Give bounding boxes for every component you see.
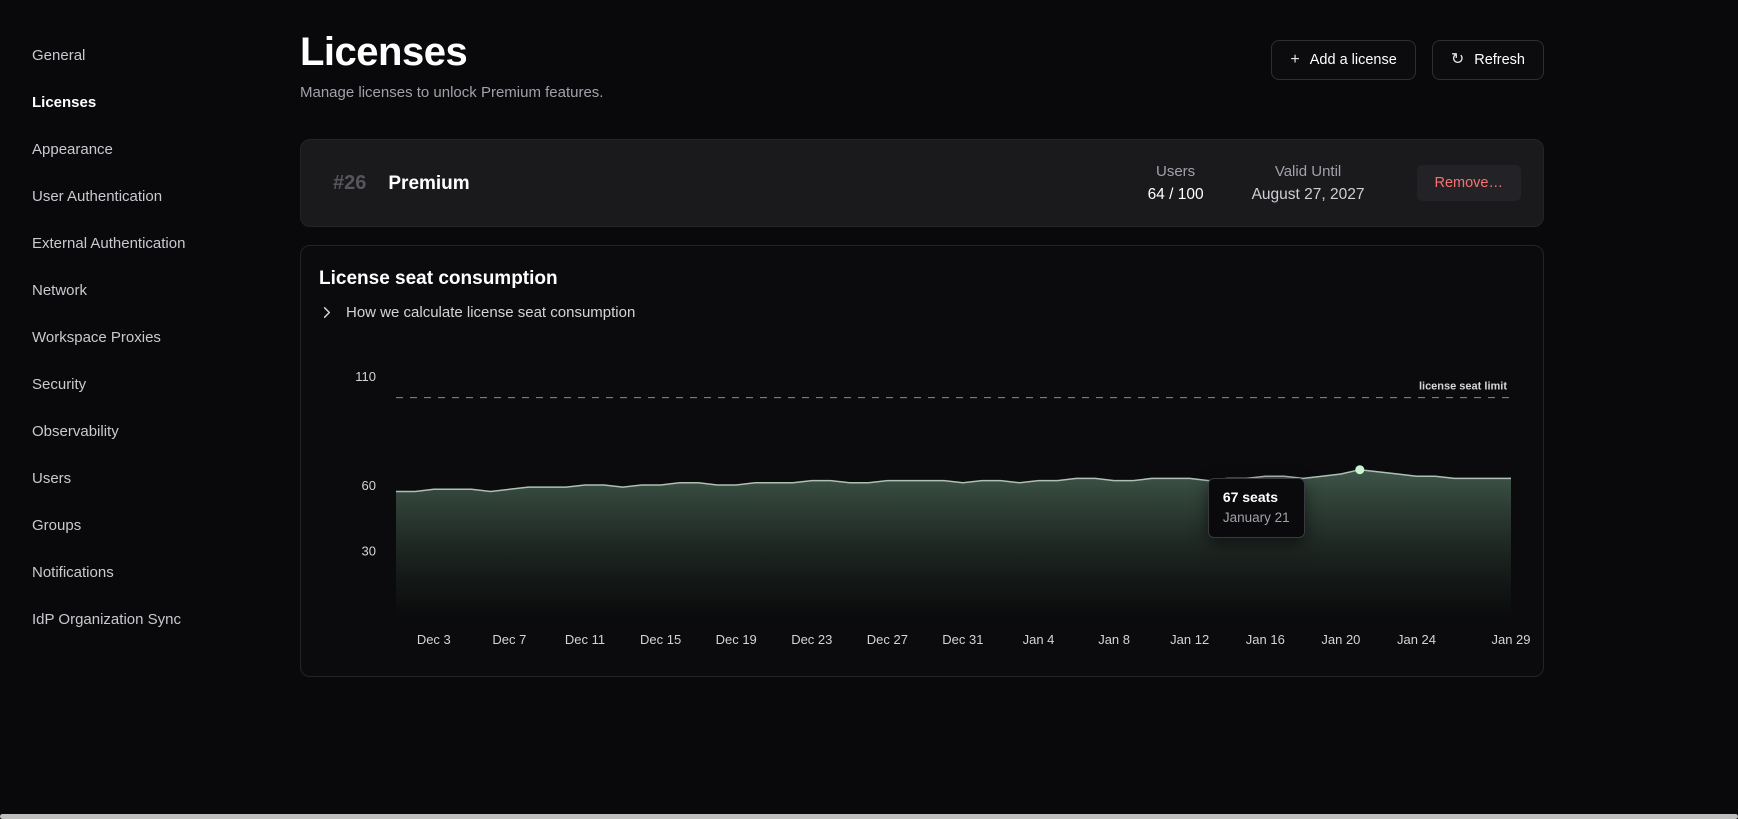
- svg-text:Jan 4: Jan 4: [1023, 632, 1055, 647]
- sidebar-item[interactable]: Workspace Proxies: [32, 329, 161, 346]
- valid-until-value: August 27, 2027: [1251, 185, 1365, 203]
- svg-text:Jan 29: Jan 29: [1491, 632, 1530, 647]
- seat-consumption-card: License seat consumption How we calculat…: [300, 245, 1544, 677]
- add-license-label: Add a license: [1309, 52, 1397, 68]
- refresh-button[interactable]: ↻ Refresh: [1431, 40, 1544, 80]
- valid-until-label: Valid Until: [1274, 162, 1342, 180]
- licenses-page: Licenses Manage licenses to unlock Premi…: [300, 0, 1544, 677]
- license-name: Premium: [388, 172, 470, 194]
- plus-icon: +: [1290, 51, 1300, 68]
- sidebar-item[interactable]: External Authentication: [32, 235, 186, 252]
- sidebar-item[interactable]: Licenses: [32, 94, 97, 111]
- svg-text:Dec 19: Dec 19: [716, 632, 757, 647]
- remove-license-button[interactable]: Remove…: [1416, 165, 1521, 201]
- license-id: #26: [333, 171, 367, 194]
- svg-text:Dec 7: Dec 7: [492, 632, 526, 647]
- sidebar-item[interactable]: Security: [32, 376, 87, 393]
- add-license-button[interactable]: + Add a license: [1271, 40, 1416, 80]
- users-value: 64 / 100: [1147, 185, 1204, 203]
- settings-sidebar: General Licenses Appearance User Authentica…: [0, 0, 300, 819]
- svg-text:Dec 15: Dec 15: [640, 632, 681, 647]
- header-actions: + Add a license ↻ Refresh: [1271, 40, 1544, 80]
- svg-text:Dec 31: Dec 31: [942, 632, 983, 647]
- svg-text:Jan 12: Jan 12: [1170, 632, 1209, 647]
- license-users-stat: Users 64 / 100: [1148, 163, 1204, 204]
- seat-calculation-label: How we calculate license seat consumptio…: [346, 304, 636, 321]
- horizontal-scrollbar[interactable]: [0, 814, 1738, 819]
- svg-text:Dec 27: Dec 27: [867, 632, 908, 647]
- chart-card-title: License seat consumption: [319, 268, 558, 289]
- chevron-right-icon: [319, 305, 334, 320]
- sidebar-item[interactable]: Appearance: [32, 141, 113, 158]
- users-label: Users: [1155, 162, 1196, 180]
- chart-area: license seat limit 110 60 30 Dec 3 Dec 7 Dec 1…: [301, 331, 1543, 666]
- svg-text:60: 60: [362, 478, 376, 493]
- page-subtitle: Manage licenses to unlock Premium featur…: [300, 84, 604, 101]
- svg-text:Jan 16: Jan 16: [1246, 632, 1285, 647]
- sidebar-item[interactable]: Notifications: [32, 564, 114, 581]
- page-title: Licenses: [300, 30, 468, 74]
- svg-text:Dec 3: Dec 3: [417, 632, 451, 647]
- svg-text:Dec 23: Dec 23: [791, 632, 832, 647]
- sidebar-item[interactable]: Users: [32, 470, 72, 487]
- license-identity: #26 Premium: [333, 172, 470, 195]
- license-valid-stat: Valid Until August 27, 2027: [1252, 163, 1365, 204]
- sidebar-item[interactable]: User Authentication: [32, 188, 163, 205]
- refresh-label: Refresh: [1474, 52, 1525, 68]
- sidebar-item[interactable]: General: [32, 47, 86, 64]
- svg-text:Jan 24: Jan 24: [1397, 632, 1436, 647]
- svg-text:license seat limit: license seat limit: [1419, 381, 1507, 393]
- page-header-text: Licenses Manage licenses to unlock Premi…: [300, 30, 603, 101]
- seat-consumption-chart: license seat limit 110 60 30 Dec 3 Dec 7 Dec 1…: [355, 369, 1530, 647]
- sidebar-item[interactable]: Observability: [32, 423, 119, 440]
- svg-text:Dec 11: Dec 11: [565, 632, 605, 647]
- svg-text:110: 110: [355, 369, 376, 384]
- sidebar-item[interactable]: Network: [32, 282, 88, 299]
- svg-text:Jan 8: Jan 8: [1098, 632, 1130, 647]
- sidebar-item[interactable]: Groups: [32, 517, 82, 534]
- page-header: Licenses Manage licenses to unlock Premi…: [300, 30, 1544, 101]
- seat-calculation-toggle[interactable]: How we calculate license seat consumptio…: [301, 304, 1543, 321]
- sidebar-item[interactable]: IdP Organization Sync: [32, 611, 181, 628]
- license-details: Users 64 / 100 Valid Until August 27, 20…: [1148, 163, 1521, 204]
- license-row: #26 Premium Users 64 / 100 Valid Until A…: [300, 139, 1544, 227]
- svg-text:Jan 20: Jan 20: [1321, 632, 1360, 647]
- svg-text:30: 30: [362, 543, 376, 558]
- refresh-icon: ↻: [1450, 51, 1465, 68]
